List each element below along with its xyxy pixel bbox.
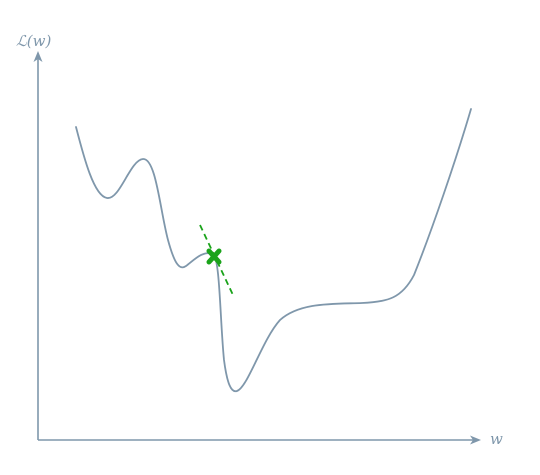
x-axis-label: w [490, 430, 503, 448]
tangent-line [199, 224, 234, 296]
x-mark-icon [206, 248, 222, 265]
x-axis-arrowhead [470, 435, 481, 445]
y-axis-label: ℒ(w) [16, 32, 51, 50]
loss-curve [75, 108, 472, 393]
x-mark-stroke-2 [206, 248, 222, 265]
y-axis-arrowhead [33, 51, 43, 62]
